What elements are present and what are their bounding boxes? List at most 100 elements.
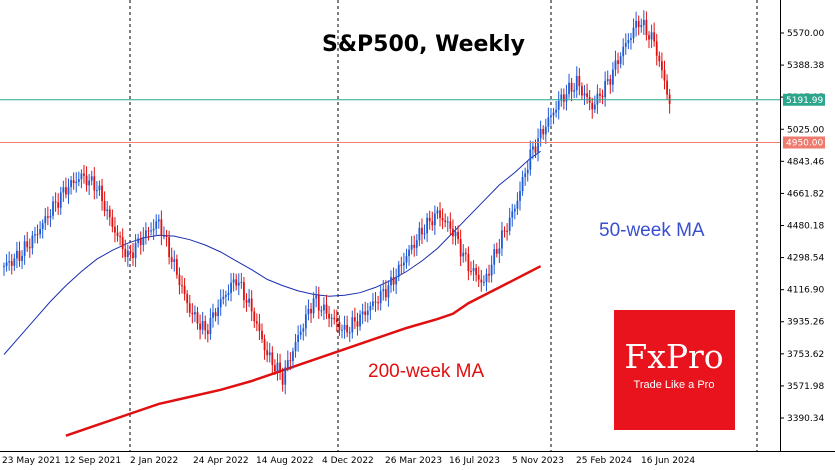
candle-body bbox=[338, 321, 341, 331]
y-tick-label: 4661.82 bbox=[787, 189, 824, 199]
candle-body bbox=[186, 293, 189, 304]
x-tick-label: 26 Mar 2023 bbox=[385, 456, 442, 466]
candle-body bbox=[640, 25, 643, 27]
candle-body bbox=[529, 149, 532, 170]
candle-body bbox=[196, 312, 199, 324]
candle-body bbox=[219, 299, 222, 308]
candle-body bbox=[408, 249, 410, 257]
candle-body bbox=[250, 298, 253, 312]
candle-body bbox=[160, 219, 163, 236]
candle-body bbox=[157, 219, 160, 222]
candle-body bbox=[387, 285, 390, 298]
level-tag-label: 4950.00 bbox=[786, 139, 823, 149]
y-tick-label: 5388.38 bbox=[787, 61, 824, 71]
candle-body bbox=[44, 216, 47, 224]
candle-body bbox=[532, 146, 534, 150]
candle-body bbox=[150, 230, 152, 232]
candle-body bbox=[85, 175, 88, 186]
candle-body bbox=[642, 19, 645, 26]
candle-body bbox=[403, 262, 405, 266]
candle-body bbox=[508, 217, 511, 232]
candle-body bbox=[271, 352, 274, 366]
candle-body bbox=[36, 234, 39, 236]
candle-body bbox=[21, 255, 23, 261]
y-tick-label: 3571.98 bbox=[787, 382, 824, 392]
candle-body bbox=[199, 323, 201, 330]
candle-body bbox=[573, 90, 576, 92]
candle-body bbox=[382, 289, 385, 292]
x-tick-label: 14 Aug 2022 bbox=[256, 456, 314, 466]
candle-body bbox=[224, 294, 227, 297]
candle-body bbox=[539, 128, 542, 139]
candle-body bbox=[147, 230, 150, 232]
candle-body bbox=[557, 100, 560, 110]
fxpro-logo: FxPro Trade Like a Pro bbox=[614, 310, 735, 430]
candle-body bbox=[498, 248, 501, 254]
candle-body bbox=[604, 80, 607, 98]
candle-body bbox=[315, 295, 318, 299]
candle-body bbox=[632, 27, 635, 39]
candle-body bbox=[490, 264, 493, 276]
candle-body bbox=[648, 35, 650, 40]
candle-body bbox=[90, 176, 93, 181]
candle-body bbox=[624, 42, 627, 47]
candle-body bbox=[3, 266, 5, 268]
candle-body bbox=[217, 307, 220, 317]
candle-body bbox=[562, 94, 565, 102]
candle-body bbox=[178, 274, 181, 286]
candle-body bbox=[400, 264, 403, 266]
y-tick-label: 3753.62 bbox=[787, 350, 824, 360]
candle-body bbox=[413, 244, 416, 248]
candle-body bbox=[482, 281, 485, 283]
candle-body bbox=[191, 312, 194, 315]
candle-body bbox=[134, 243, 137, 259]
candle-body bbox=[142, 236, 145, 246]
candle-body bbox=[493, 249, 496, 265]
candle-body bbox=[95, 190, 98, 192]
candle-body bbox=[106, 209, 109, 212]
x-tick-label: 5 Nov 2023 bbox=[512, 456, 564, 466]
candle-body bbox=[328, 313, 330, 319]
candle-body bbox=[108, 209, 111, 218]
x-axis: 23 May 2021 12 Sep 2021 2 Jan 2022 24 Apr 2… bbox=[2, 456, 695, 466]
candle-body bbox=[593, 104, 596, 110]
candle-body bbox=[49, 215, 52, 218]
candle-body bbox=[137, 238, 140, 244]
candle-body bbox=[459, 239, 462, 257]
candle-body bbox=[54, 201, 57, 203]
candle-body bbox=[377, 302, 379, 304]
candle-body bbox=[124, 249, 127, 257]
candle-body bbox=[397, 264, 400, 277]
candle-body bbox=[65, 187, 67, 195]
candle-body bbox=[88, 180, 91, 186]
candle-body bbox=[526, 169, 529, 174]
candle-body bbox=[268, 352, 271, 356]
candle-body bbox=[343, 324, 346, 330]
candle-body bbox=[542, 128, 545, 135]
candle-body bbox=[658, 55, 661, 62]
candles bbox=[3, 10, 671, 395]
candle-body bbox=[292, 351, 294, 361]
candle-body bbox=[23, 241, 26, 256]
candle-body bbox=[477, 274, 480, 280]
candle-body bbox=[289, 360, 292, 362]
candle-body bbox=[155, 221, 158, 229]
candle-body bbox=[209, 317, 212, 335]
y-tick-label: 4843.46 bbox=[787, 157, 824, 167]
candle-body bbox=[552, 112, 555, 116]
candle-body bbox=[565, 94, 568, 102]
candle-body bbox=[513, 208, 516, 212]
candle-body bbox=[299, 331, 302, 336]
annotation-200-week-ma: 200-week MA bbox=[368, 361, 484, 382]
candle-body bbox=[39, 228, 42, 235]
candle-body bbox=[248, 298, 250, 303]
candle-body bbox=[230, 282, 232, 294]
x-tick-label: 16 Jul 2023 bbox=[449, 456, 500, 466]
level-tag bbox=[783, 136, 825, 149]
candle-body bbox=[302, 328, 305, 332]
candle-body bbox=[663, 70, 666, 81]
candle-body bbox=[274, 365, 276, 372]
candle-body bbox=[374, 301, 377, 303]
candle-body bbox=[173, 259, 176, 263]
candle-body bbox=[16, 250, 18, 259]
